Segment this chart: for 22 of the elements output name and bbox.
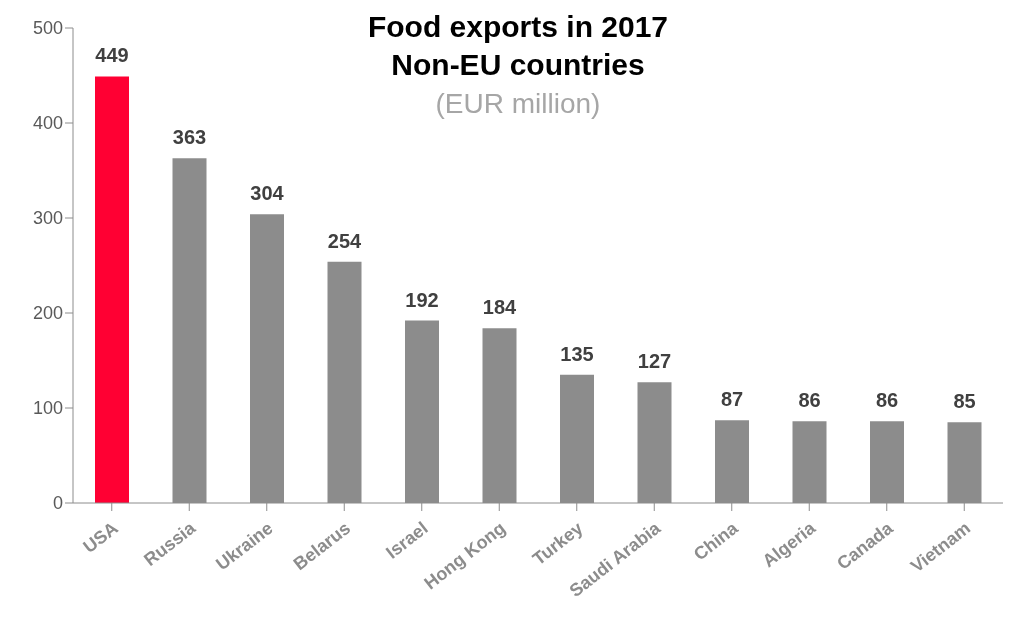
data-label: 127 xyxy=(637,350,672,373)
data-label: 184 xyxy=(482,296,518,319)
y-tick-label: 100 xyxy=(32,398,63,419)
data-label: 86 xyxy=(798,389,821,412)
data-label: 135 xyxy=(560,342,594,365)
text: (EUR million) xyxy=(434,88,602,120)
bar xyxy=(95,76,129,503)
data-label: 363 xyxy=(172,126,207,149)
y-tick-label: 400 xyxy=(32,113,63,134)
data-label: 86 xyxy=(875,389,899,412)
data-label: 449 xyxy=(95,44,129,67)
data-label: 87 xyxy=(720,388,744,411)
x-tick-label: USA xyxy=(79,517,122,558)
data-label: 304 xyxy=(250,182,285,205)
data-label: 192 xyxy=(405,288,439,311)
data-label: 254 xyxy=(327,229,363,252)
y-tick-label: 500 xyxy=(32,18,63,39)
y-tick-label: 200 xyxy=(32,303,63,324)
chart-title: Food exports in 2017 Non-EU countries xyxy=(366,9,670,83)
y-tick-label: 300 xyxy=(32,208,63,229)
y-tick-label: 0 xyxy=(52,493,63,514)
data-label: 85 xyxy=(953,390,976,413)
